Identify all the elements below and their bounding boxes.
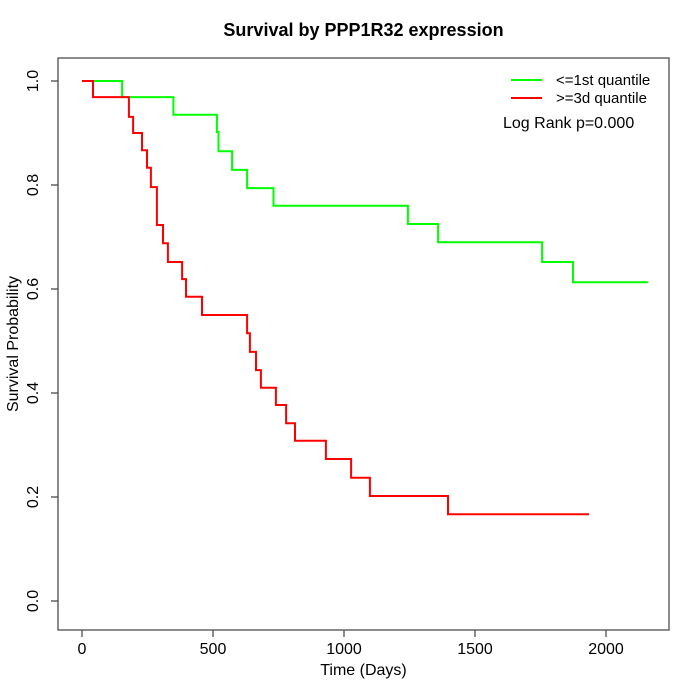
legend-label: <=1st quantile (556, 71, 651, 89)
x-tick-label: 1500 (457, 641, 493, 658)
legend-line-green-icon (511, 79, 542, 81)
x-tick-label: 500 (200, 641, 227, 658)
log-rank-annotation: Log Rank p=0.000 (503, 115, 635, 132)
y-tick-label: 0.6 (25, 278, 42, 300)
y-tick-label: 1.0 (25, 70, 42, 92)
y-tick-label: 0.2 (25, 486, 42, 508)
y-tick-label: 0.8 (25, 174, 42, 196)
legend-line-red-icon (511, 97, 542, 99)
y-tick-label: 0.4 (25, 382, 42, 404)
legend-item-first-quantile: <=1st quantile (511, 71, 651, 89)
x-tick-label: 2000 (588, 641, 624, 658)
plot-border (57, 57, 670, 631)
x-tick-label: 0 (78, 641, 87, 658)
survival-curve-green (82, 80, 648, 284)
survival-curve-red (82, 80, 589, 516)
legend-label: >=3d quantile (556, 89, 647, 107)
chart-title: Survival by PPP1R32 expression (223, 20, 504, 40)
legend-item-third-quantile: >=3d quantile (511, 89, 647, 107)
y-tick-label: 0.0 (25, 590, 42, 612)
x-axis-label: Time (Days) (320, 662, 407, 679)
x-tick-label: 1000 (326, 641, 362, 658)
